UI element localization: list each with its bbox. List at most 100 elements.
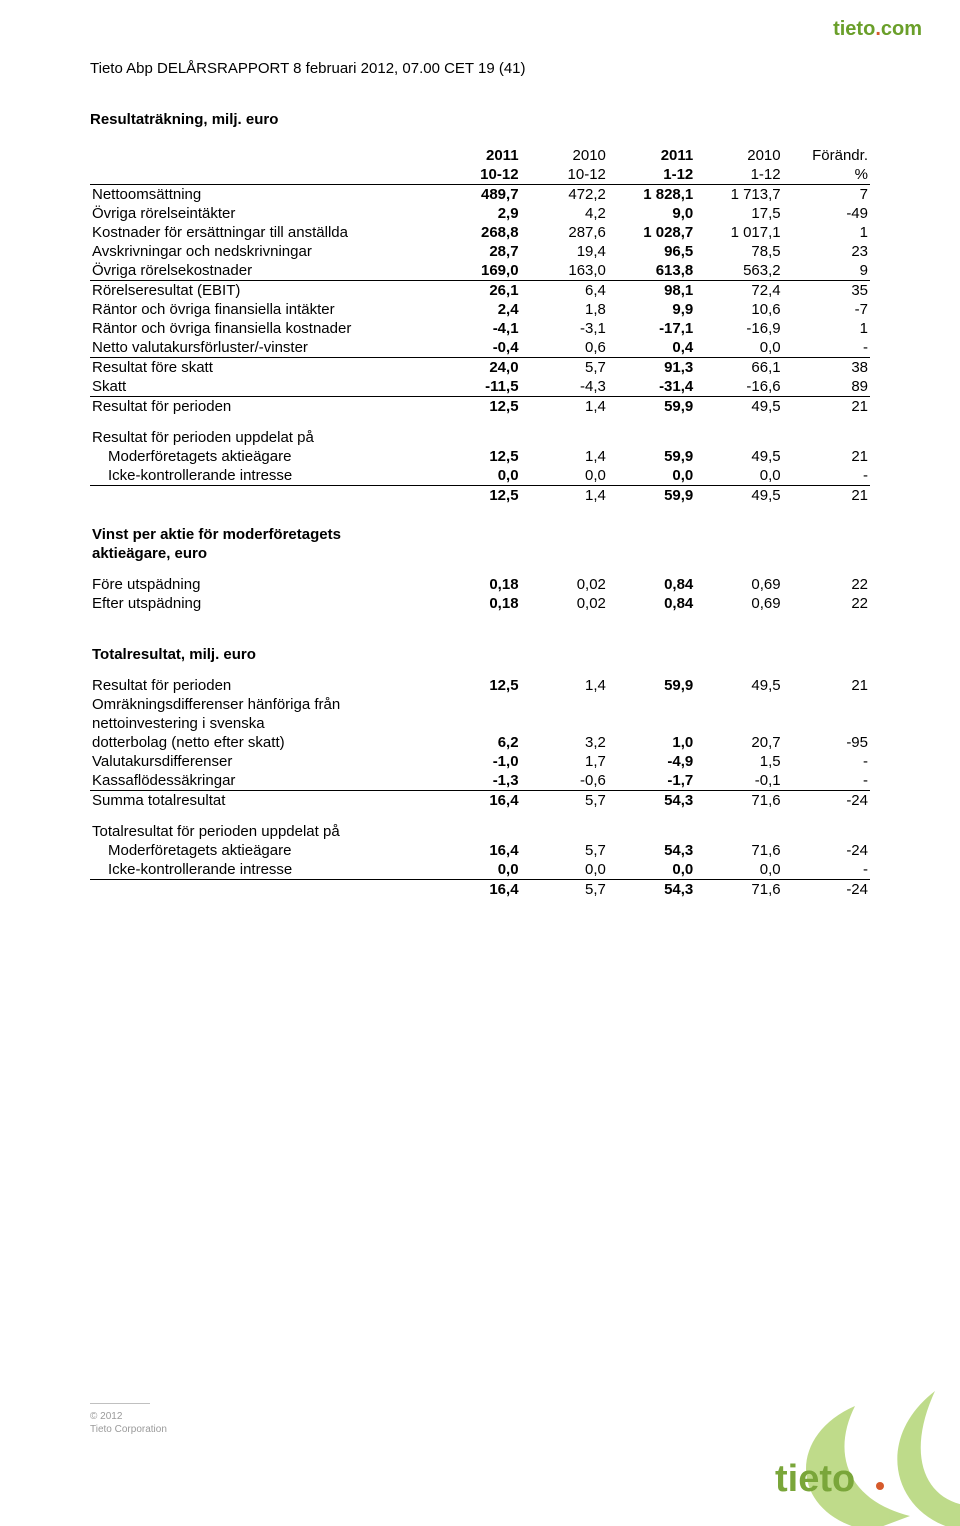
row-label: Netto valutakursförluster/-vinster	[90, 338, 433, 358]
cell: 49,5	[695, 447, 782, 466]
cell: 12,5	[433, 447, 520, 466]
cell: 98,1	[608, 281, 695, 301]
cell: 1,5	[695, 752, 782, 771]
footer-line2: Tieto Corporation	[90, 1423, 167, 1436]
cell: 12,5	[433, 397, 520, 417]
table-row: Icke-kontrollerande intresse0,00,00,00,0…	[90, 860, 870, 880]
income-statement-table: 2011201020112010Förändr.10-1210-121-121-…	[90, 134, 870, 505]
table-row: Före utspädning0,180,020,840,6922	[90, 575, 870, 594]
cell: -1,3	[433, 771, 520, 791]
col-subheader: 1-12	[608, 165, 695, 185]
cell: -1,0	[433, 752, 520, 771]
cell: 0,0	[695, 466, 782, 486]
row-label	[90, 880, 433, 900]
cell: 5,7	[521, 880, 608, 900]
cell: 2,9	[433, 204, 520, 223]
cell: -17,1	[608, 319, 695, 338]
row-label	[90, 486, 433, 506]
cell: 563,2	[695, 261, 782, 281]
cell: -4,9	[608, 752, 695, 771]
cell: 0,0	[608, 466, 695, 486]
brand-name: tieto	[833, 18, 875, 40]
col-subheader: 1-12	[695, 165, 782, 185]
cell: 49,5	[695, 397, 782, 417]
cell: 59,9	[608, 676, 695, 695]
row-label: Resultat för perioden	[90, 397, 433, 417]
label-row: Totalresultat, milj. euro	[90, 645, 870, 664]
column-header-top: 2011201020112010Förändr.	[90, 146, 870, 165]
cell: 71,6	[695, 791, 782, 811]
row-label: Före utspädning	[90, 575, 433, 594]
cell: -4,3	[521, 377, 608, 397]
col-subheader: 10-12	[433, 165, 520, 185]
cell: 169,0	[433, 261, 520, 281]
cell: 38	[783, 358, 870, 378]
row-label: aktieägare, euro	[90, 544, 433, 563]
cell: -7	[783, 300, 870, 319]
cell: 3,2	[521, 733, 608, 752]
cell: 10,6	[695, 300, 782, 319]
row-label: dotterbolag (netto efter skatt)	[90, 733, 433, 752]
cell: 12,5	[433, 676, 520, 695]
label-row: Vinst per aktie för moderföretagets	[90, 525, 870, 544]
cell: 24,0	[433, 358, 520, 378]
cell: 12,5	[433, 486, 520, 506]
row-label: Resultat för perioden	[90, 676, 433, 695]
cell: 0,02	[521, 594, 608, 613]
cell: 1 713,7	[695, 185, 782, 205]
cell: 489,7	[433, 185, 520, 205]
cell: 23	[783, 242, 870, 261]
cell: 22	[783, 594, 870, 613]
row-label: Resultat för perioden uppdelat på	[90, 428, 433, 447]
cell: 54,3	[608, 841, 695, 860]
row-label: Efter utspädning	[90, 594, 433, 613]
row-label: Omräkningsdifferenser hänföriga från	[90, 695, 433, 714]
row-label: Resultat före skatt	[90, 358, 433, 378]
cell: -11,5	[433, 377, 520, 397]
cell: -	[783, 752, 870, 771]
cell: 5,7	[521, 791, 608, 811]
col-header: 2010	[695, 146, 782, 165]
cell: 0,0	[433, 860, 520, 880]
cell: 0,4	[608, 338, 695, 358]
corner-logo: tieto	[730, 1346, 960, 1526]
cell: 7	[783, 185, 870, 205]
cell: -	[783, 338, 870, 358]
cell: 72,4	[695, 281, 782, 301]
cell: 21	[783, 486, 870, 506]
table-row: Skatt-11,5-4,3-31,4-16,689	[90, 377, 870, 397]
cell: -	[783, 466, 870, 486]
cell: 49,5	[695, 486, 782, 506]
row-label: Summa totalresultat	[90, 791, 433, 811]
cell: 1,4	[521, 397, 608, 417]
cell: 0,84	[608, 594, 695, 613]
row-label: Övriga rörelseintäkter	[90, 204, 433, 223]
cell: 16,4	[433, 791, 520, 811]
label-row: Totalresultat för perioden uppdelat på	[90, 822, 870, 841]
table-row: Resultat för perioden12,51,459,949,521	[90, 676, 870, 695]
cell: 0,6	[521, 338, 608, 358]
cell: 1 828,1	[608, 185, 695, 205]
cell: 21	[783, 447, 870, 466]
document-header: Tieto Abp DELÅRSRAPPORT 8 februari 2012,…	[90, 60, 870, 77]
table-row: Resultat för perioden12,51,459,949,521	[90, 397, 870, 417]
cell: -24	[783, 841, 870, 860]
label-row: nettoinvestering i svenska	[90, 714, 870, 733]
cell: -	[783, 860, 870, 880]
cell: 6,2	[433, 733, 520, 752]
table-row: dotterbolag (netto efter skatt)6,23,21,0…	[90, 733, 870, 752]
cell: 22	[783, 575, 870, 594]
cell: -3,1	[521, 319, 608, 338]
eps-table: Vinst per aktie för moderföretagetsaktie…	[90, 525, 870, 613]
col-subheader: 10-12	[521, 165, 608, 185]
col-header: 2010	[521, 146, 608, 165]
cell: -0,4	[433, 338, 520, 358]
row-label: Räntor och övriga finansiella intäkter	[90, 300, 433, 319]
label-row: aktieägare, euro	[90, 544, 870, 563]
cell: 163,0	[521, 261, 608, 281]
cell: -24	[783, 880, 870, 900]
cell: 1,4	[521, 486, 608, 506]
table-row: 16,45,754,371,6-24	[90, 880, 870, 900]
cell: 28,7	[433, 242, 520, 261]
cell: 0,18	[433, 575, 520, 594]
